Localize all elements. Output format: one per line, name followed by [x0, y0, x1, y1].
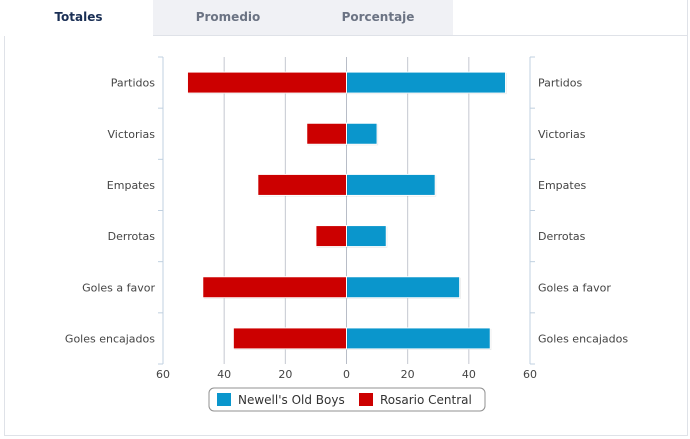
legend-label: Rosario Central	[380, 393, 472, 407]
x-tick-label: 20	[401, 368, 415, 381]
bar-rosario-central	[186, 71, 347, 94]
bar-rosario-central	[257, 173, 347, 196]
x-tick-label: 40	[462, 368, 476, 381]
x-tick-label: 60	[156, 368, 170, 381]
tab-bar: Totales Promedio Porcentaje	[4, 0, 688, 36]
category-label-right: Partidos	[538, 77, 582, 90]
category-label-right: Derrotas	[538, 230, 586, 243]
category-label-left: Goles encajados	[65, 332, 155, 345]
bar-newells	[346, 173, 436, 196]
category-label-right: Victorias	[538, 128, 586, 141]
x-tick-label: 40	[217, 368, 231, 381]
category-label-right: Goles encajados	[538, 332, 628, 345]
bar-newells	[346, 276, 461, 299]
bar-newells	[346, 327, 491, 350]
category-label-right: Goles a favor	[538, 281, 611, 294]
x-tick-label: 60	[523, 368, 537, 381]
tab-bar-divider	[4, 35, 688, 36]
tab-porcentaje[interactable]: Porcentaje	[303, 0, 453, 35]
category-label-left: Victorias	[108, 128, 156, 141]
category-label-left: Derrotas	[108, 230, 156, 243]
legend-label: Newell's Old Boys	[238, 393, 345, 407]
legend-box	[208, 387, 486, 412]
category-label-left: Empates	[107, 179, 155, 192]
bar-rosario-central	[202, 276, 347, 299]
bar-newells	[346, 225, 387, 248]
legend-swatch	[359, 393, 373, 406]
bar-rosario-central	[315, 225, 347, 248]
tab-promedio[interactable]: Promedio	[153, 0, 303, 35]
x-tick-label: 0	[343, 368, 350, 381]
bar-newells	[346, 71, 507, 94]
category-label-right: Empates	[538, 179, 586, 192]
x-tick-label: 20	[278, 368, 292, 381]
tab-totales[interactable]: Totales	[4, 0, 154, 36]
category-label-left: Goles a favor	[82, 281, 155, 294]
bar-newells	[346, 122, 378, 145]
bar-rosario-central	[306, 122, 348, 145]
category-label-left: Partidos	[111, 77, 155, 90]
legend-swatch	[217, 393, 231, 406]
bar-rosario-central	[232, 327, 347, 350]
